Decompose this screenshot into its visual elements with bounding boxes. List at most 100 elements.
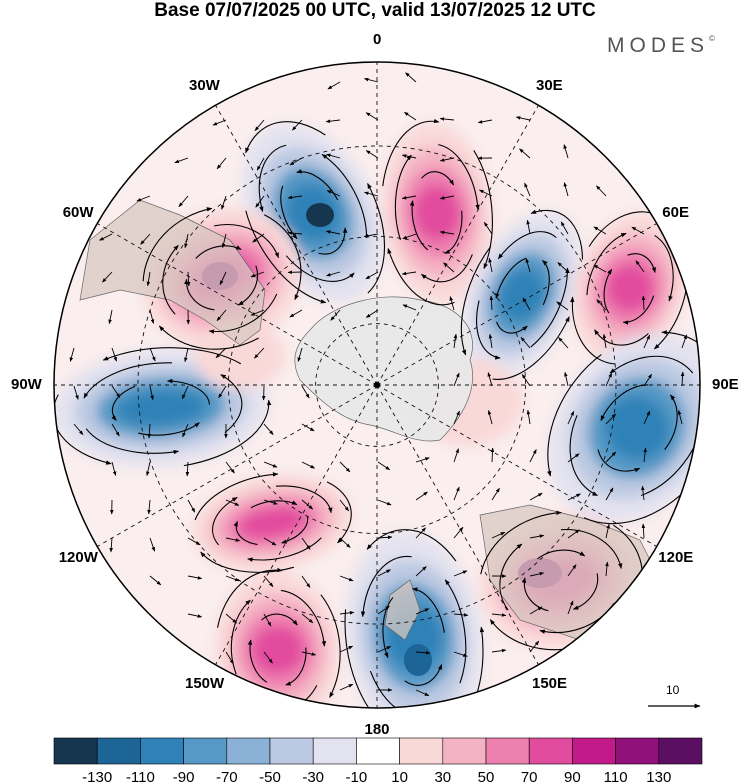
wind-arrow	[184, 233, 189, 249]
meridian-line	[97, 223, 378, 386]
wind-arrow	[289, 309, 303, 318]
colorbar-swatch	[399, 737, 444, 765]
wind-arrow	[593, 226, 607, 235]
wind-arrow	[301, 575, 311, 588]
wind-arrow	[109, 537, 114, 553]
streamline-arrow	[409, 200, 429, 251]
wind-arrow	[605, 372, 613, 387]
colorbar-tick-label: -30	[302, 769, 324, 783]
wind-arrow	[256, 157, 265, 171]
wind-arrow	[453, 570, 468, 577]
colorbar-swatch	[658, 737, 703, 765]
streamline-arrow	[247, 639, 268, 683]
wind-arrow	[556, 301, 569, 311]
streamline-arrow	[360, 555, 412, 618]
wind-arrow	[453, 613, 469, 617]
streamline-arrow	[537, 549, 586, 560]
streamline-arrow	[280, 589, 327, 647]
wind-arrow	[325, 119, 341, 123]
colorbar-tick-label: 50	[478, 769, 495, 783]
streamline-arrow	[609, 355, 694, 374]
colorbar-swatch	[183, 737, 228, 765]
reference-vector-label: 10	[666, 683, 680, 697]
wind-arrow	[491, 487, 500, 501]
wind-arrow	[111, 385, 121, 398]
south-america	[79, 199, 266, 346]
wind-arrow	[563, 182, 569, 197]
wind-arrow	[488, 333, 493, 349]
streamline-arrow	[85, 428, 179, 455]
streamline-arrow	[138, 422, 200, 436]
streamline-arrow	[247, 537, 322, 562]
wind-arrow	[477, 119, 493, 124]
wind-arrow	[365, 309, 379, 318]
wind-arrow	[643, 373, 652, 387]
wind-arrow	[488, 257, 493, 273]
wind-arrow	[111, 347, 117, 362]
streamline-arrow	[569, 415, 598, 496]
streamline-arrow	[263, 214, 302, 301]
wind-arrow	[491, 648, 507, 653]
wind-arrow	[326, 153, 341, 159]
streamline-arrow	[216, 567, 283, 628]
longitude-label: 90E	[712, 376, 739, 393]
wind-arrow	[377, 645, 392, 653]
longitude-label: 0	[373, 31, 382, 48]
streamline-arrow	[158, 325, 259, 350]
negative-core	[306, 203, 334, 227]
streamline-arrow	[492, 316, 570, 380]
wind-arrow	[526, 409, 531, 425]
wind-arrow	[377, 605, 390, 615]
wind-arrow	[529, 534, 545, 539]
wind-arrow	[443, 262, 455, 273]
colorbar: -130 -110 -90 -70 -50 -30 -10 10 30 50 70 90 110 130	[53, 737, 703, 783]
wind-arrow	[439, 157, 455, 162]
colorbar-swatch	[485, 737, 530, 765]
streamline-arrow	[194, 472, 279, 521]
wind-arrow	[405, 72, 417, 83]
wind-arrow	[73, 423, 84, 436]
colorbar-tick-label: -110	[126, 769, 155, 783]
wind-arrow	[404, 111, 417, 121]
wind-arrow	[325, 230, 341, 235]
wind-arrow	[453, 372, 460, 387]
wind-arrow	[181, 385, 189, 400]
wind-arrow	[529, 492, 543, 501]
streamline-arrow	[476, 300, 501, 360]
wind-arrow	[596, 185, 607, 197]
colorbar-tick-label: 10	[391, 769, 408, 783]
graticule	[54, 62, 700, 708]
longitude-label: 60E	[662, 203, 689, 221]
wind-arrow	[529, 572, 545, 577]
colorbar-tick-label: 70	[521, 769, 538, 783]
streamline-arrow	[162, 244, 179, 315]
colorbar-swatch	[528, 737, 573, 765]
positive-anomaly	[413, 185, 461, 241]
meridian-line	[215, 384, 378, 665]
streamline-arrow	[530, 267, 570, 348]
wind-arrow	[524, 182, 531, 197]
wind-arrow	[221, 195, 227, 210]
colorbar-swatch	[312, 737, 357, 765]
wind-arrow	[529, 606, 543, 615]
wind-arrow	[402, 304, 417, 311]
longitude-label: 150W	[185, 674, 225, 692]
wind-arrow	[529, 640, 540, 653]
positive-anomaly	[606, 264, 654, 312]
new-zealand	[384, 579, 421, 641]
wind-arrow	[453, 651, 468, 657]
wind-arrow	[212, 119, 227, 126]
wind-arrow	[602, 333, 607, 349]
wind-arrow	[219, 271, 227, 286]
wind-arrow	[365, 271, 379, 280]
wind-arrow	[641, 485, 645, 501]
wind-arrow	[187, 575, 203, 580]
antarctica	[294, 296, 473, 442]
colorbar-swatch	[572, 737, 616, 765]
longitude-label: 120E	[658, 548, 694, 566]
streamlines	[54, 118, 700, 708]
streamline-arrow	[627, 253, 657, 274]
wind-arrow	[605, 451, 617, 463]
streamline-arrow	[344, 609, 394, 708]
